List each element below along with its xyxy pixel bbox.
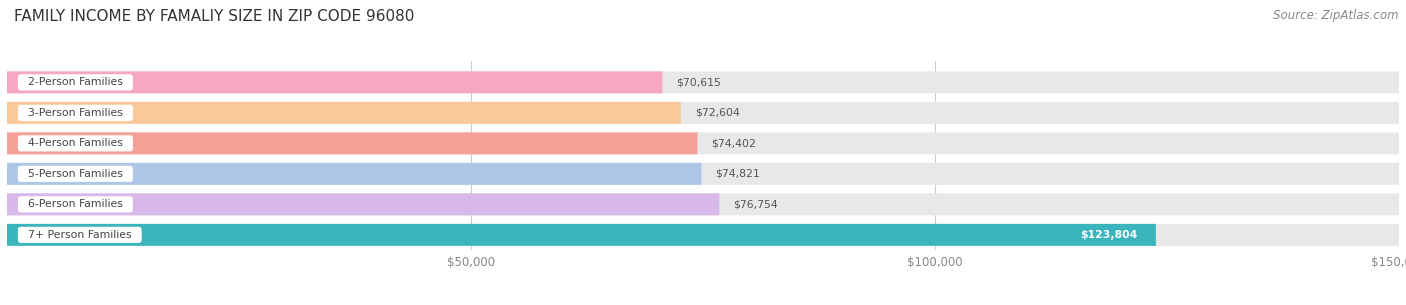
Text: 5-Person Families: 5-Person Families bbox=[21, 169, 129, 179]
FancyBboxPatch shape bbox=[7, 224, 1156, 246]
FancyBboxPatch shape bbox=[7, 163, 1399, 185]
FancyBboxPatch shape bbox=[7, 163, 702, 185]
FancyBboxPatch shape bbox=[7, 102, 1399, 124]
Text: FAMILY INCOME BY FAMALIY SIZE IN ZIP CODE 96080: FAMILY INCOME BY FAMALIY SIZE IN ZIP COD… bbox=[14, 9, 415, 24]
Text: $74,821: $74,821 bbox=[716, 169, 761, 179]
FancyBboxPatch shape bbox=[7, 224, 1399, 246]
Text: $76,754: $76,754 bbox=[733, 199, 778, 209]
Text: $123,804: $123,804 bbox=[1080, 230, 1137, 240]
Text: 3-Person Families: 3-Person Families bbox=[21, 108, 129, 118]
Text: 7+ Person Families: 7+ Person Families bbox=[21, 230, 139, 240]
FancyBboxPatch shape bbox=[7, 102, 681, 124]
Text: Source: ZipAtlas.com: Source: ZipAtlas.com bbox=[1274, 9, 1399, 22]
FancyBboxPatch shape bbox=[7, 71, 662, 93]
FancyBboxPatch shape bbox=[7, 132, 697, 154]
Text: $74,402: $74,402 bbox=[711, 138, 756, 148]
FancyBboxPatch shape bbox=[7, 71, 1399, 93]
Text: $70,615: $70,615 bbox=[676, 77, 721, 87]
Text: 4-Person Families: 4-Person Families bbox=[21, 138, 129, 148]
FancyBboxPatch shape bbox=[7, 193, 720, 215]
Text: 6-Person Families: 6-Person Families bbox=[21, 199, 129, 209]
Text: $72,604: $72,604 bbox=[695, 108, 740, 118]
Text: 2-Person Families: 2-Person Families bbox=[21, 77, 129, 87]
FancyBboxPatch shape bbox=[7, 132, 1399, 154]
FancyBboxPatch shape bbox=[7, 193, 1399, 215]
